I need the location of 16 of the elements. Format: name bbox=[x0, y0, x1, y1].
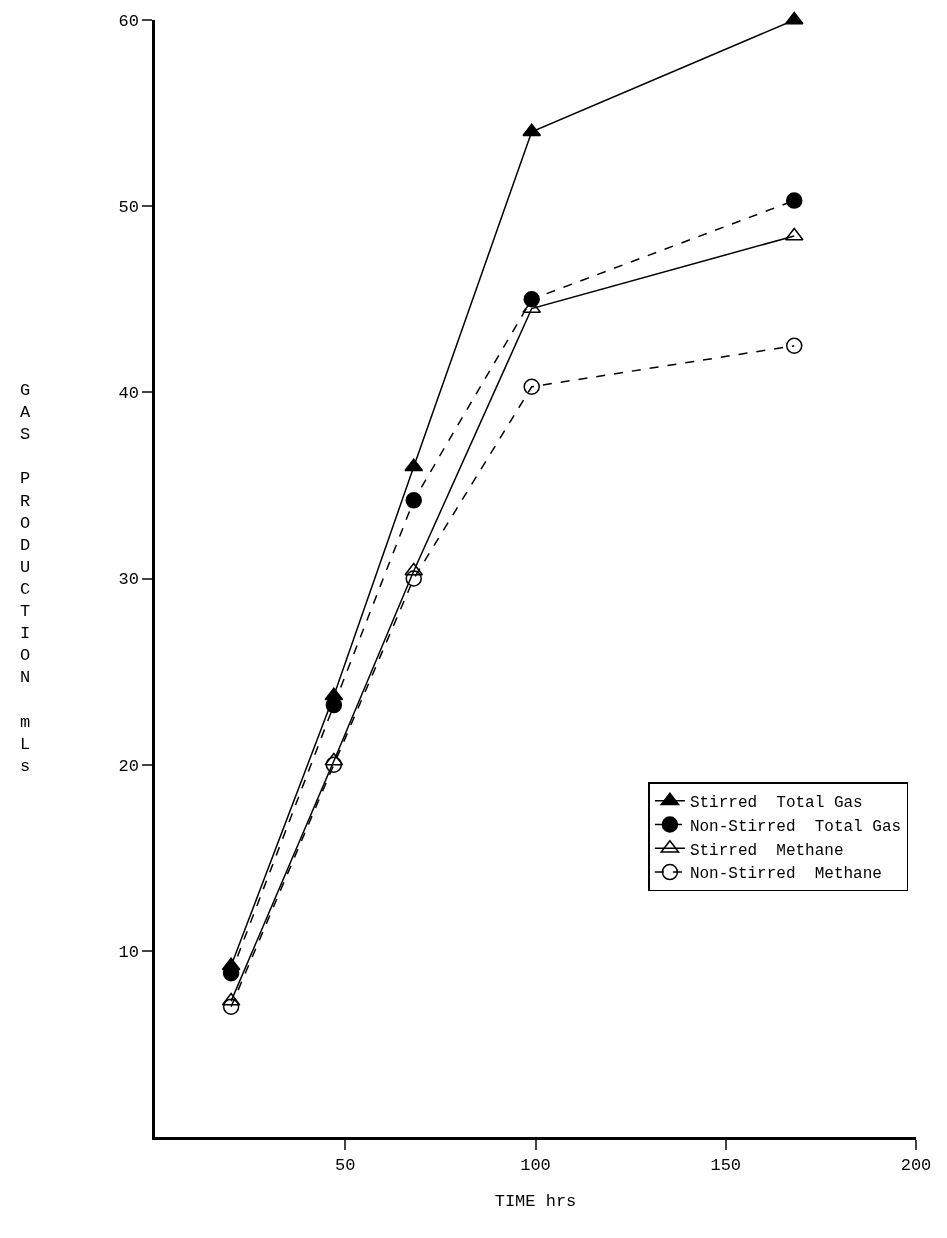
legend-label: Non-Stirred Total Gas bbox=[689, 817, 902, 836]
x-tick-label: 100 bbox=[520, 1156, 551, 1176]
x-tick-label: 150 bbox=[710, 1156, 742, 1176]
x-tick-label: 50 bbox=[335, 1156, 356, 1176]
y-tick-label: 10 bbox=[118, 942, 139, 962]
text: GAS PRODUCTION mLs bbox=[20, 381, 31, 776]
y-tick-label: 50 bbox=[118, 198, 139, 218]
y-tick-label: 40 bbox=[118, 384, 139, 404]
legend-label: Stirred Total Gas bbox=[689, 793, 863, 812]
x-tick-label: 200 bbox=[900, 1156, 932, 1176]
y-tick-label: 20 bbox=[118, 756, 139, 776]
x-axis-title: TIME hrs bbox=[494, 1191, 577, 1211]
legend-label: Non-Stirred Methane bbox=[689, 865, 882, 884]
y-tick-label: 30 bbox=[118, 570, 139, 590]
y-tick-label: 60 bbox=[118, 11, 139, 31]
legend-label: Stirred Methane bbox=[689, 841, 844, 860]
